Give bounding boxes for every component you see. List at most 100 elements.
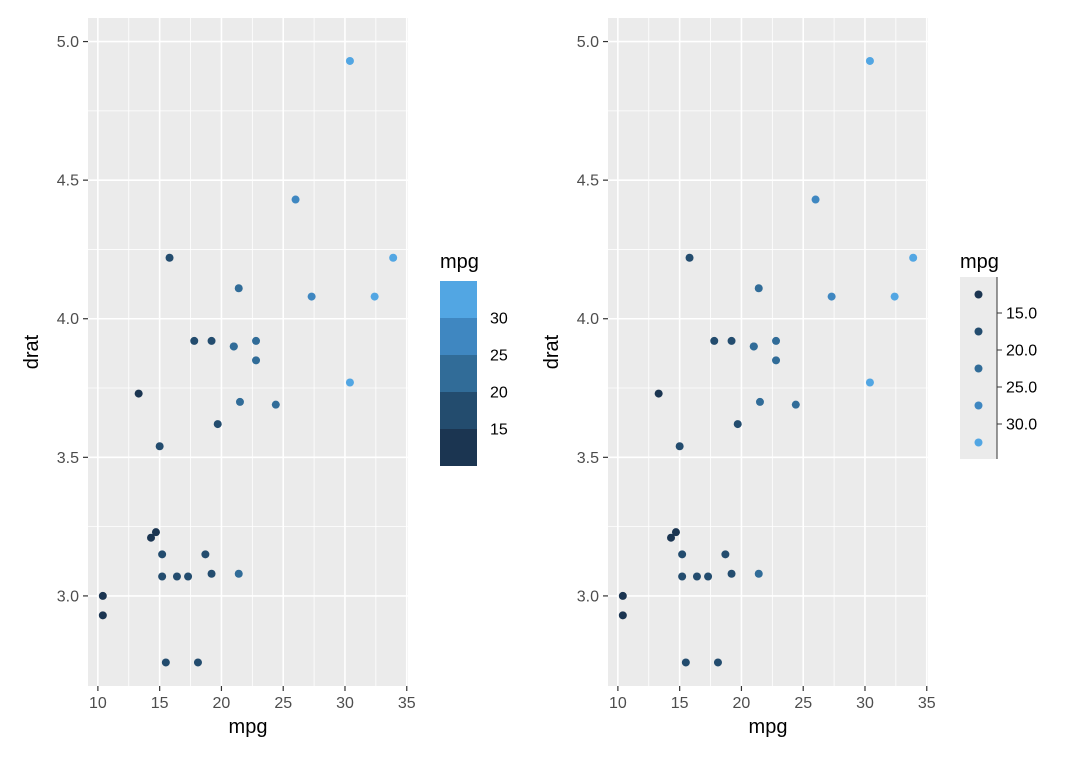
chart-right: 10 15 20 25 30 35 3.0 3.5 4.0 4.5 5.0 mpg drat mpg 15.… [541, 18, 1037, 738]
data-point [675, 442, 684, 451]
data-point [865, 378, 874, 387]
data-point [755, 397, 764, 406]
x-tick-label: 10 [89, 695, 107, 712]
legend-key-point [974, 290, 983, 299]
x-tick-label: 25 [794, 695, 812, 712]
data-point [667, 533, 676, 542]
x-tick-label: 35 [398, 695, 416, 712]
data-point [671, 528, 680, 537]
data-point [678, 550, 687, 559]
legend-title: mpg [440, 251, 479, 273]
y-tick-label: 5.0 [57, 34, 79, 51]
x-axis-title: mpg [749, 716, 788, 738]
legend-label: 30 [490, 311, 508, 328]
data-point [234, 569, 243, 578]
data-point [678, 572, 687, 581]
data-point [713, 658, 722, 667]
legend-color-step [440, 281, 477, 318]
data-point [772, 356, 781, 365]
y-tick-label: 5.0 [577, 34, 599, 51]
data-point [207, 569, 216, 578]
data-point [345, 378, 354, 387]
data-point [618, 611, 627, 620]
legend-label: 20 [490, 385, 508, 402]
data-point [811, 195, 820, 204]
data-point [890, 292, 899, 301]
data-point [147, 533, 156, 542]
data-point [271, 400, 280, 409]
legend-title: mpg [960, 251, 999, 273]
data-point [370, 292, 379, 301]
data-point [234, 284, 243, 293]
data-point [754, 569, 763, 578]
data-point [681, 658, 690, 667]
legend-label: 25 [490, 348, 508, 365]
x-tick-label: 15 [671, 695, 689, 712]
data-point [865, 56, 874, 65]
y-axis-title: drat [541, 334, 563, 369]
data-point [252, 356, 261, 365]
legend-key-point [974, 438, 983, 447]
y-tick-label: 3.0 [57, 588, 79, 605]
data-point [151, 528, 160, 537]
x-axis-title: mpg [229, 716, 268, 738]
legend: mpg 30 25 20 15 [440, 251, 508, 466]
legend-label: 20.0 [1006, 343, 1037, 360]
data-point [654, 389, 663, 398]
data-point [733, 420, 742, 429]
legend-color-step [440, 355, 477, 392]
y-tick-label: 3.0 [577, 588, 599, 605]
x-tick-label: 20 [733, 695, 751, 712]
data-point [704, 572, 713, 581]
x-tick-label: 25 [274, 695, 292, 712]
x-tick-label: 10 [609, 695, 627, 712]
plot-panel [608, 18, 928, 686]
data-point [229, 342, 238, 351]
data-point [389, 253, 398, 262]
y-axis-title: drat [21, 334, 43, 369]
data-point [190, 336, 199, 345]
data-point [201, 550, 210, 559]
legend-label: 25.0 [1006, 380, 1037, 397]
legend-label: 15.0 [1006, 306, 1037, 323]
x-tick-label: 35 [918, 695, 936, 712]
y-tick-label: 3.5 [57, 450, 79, 467]
data-point [158, 572, 167, 581]
x-tick-label: 15 [151, 695, 169, 712]
data-point [710, 336, 719, 345]
data-point [692, 572, 701, 581]
y-tick-label: 4.0 [577, 311, 599, 328]
legend-color-step [440, 392, 477, 429]
data-point [618, 591, 627, 600]
data-point [909, 253, 918, 262]
data-point [727, 336, 736, 345]
data-point [172, 572, 181, 581]
watermark-text: 知乎 @R语言学堂 [810, 711, 1050, 746]
legend-key-point [974, 327, 983, 336]
legend-color-step [440, 429, 477, 466]
data-point [155, 442, 164, 451]
data-point [98, 611, 107, 620]
data-point [161, 658, 170, 667]
data-point [345, 56, 354, 65]
x-tick-label: 30 [856, 695, 874, 712]
y-tick-label: 4.5 [57, 173, 79, 190]
chart-left: 10 15 20 25 30 35 3.0 3.5 4.0 4.5 5.0 mpg drat mpg 30 2… [21, 18, 508, 738]
legend: mpg 15.0 20.0 25.0 30.0 [960, 251, 1037, 459]
data-point [685, 253, 694, 262]
legend-key-point [974, 401, 983, 410]
data-point [749, 342, 758, 351]
data-point [291, 195, 300, 204]
data-point [207, 336, 216, 345]
data-point [307, 292, 316, 301]
data-point [721, 550, 730, 559]
data-point [213, 420, 222, 429]
legend-key-point [974, 364, 983, 373]
legend-label: 30.0 [1006, 417, 1037, 434]
data-point [727, 569, 736, 578]
data-point [193, 658, 202, 667]
y-tick-label: 3.5 [577, 450, 599, 467]
data-point [165, 253, 174, 262]
legend-label: 15 [490, 422, 508, 439]
